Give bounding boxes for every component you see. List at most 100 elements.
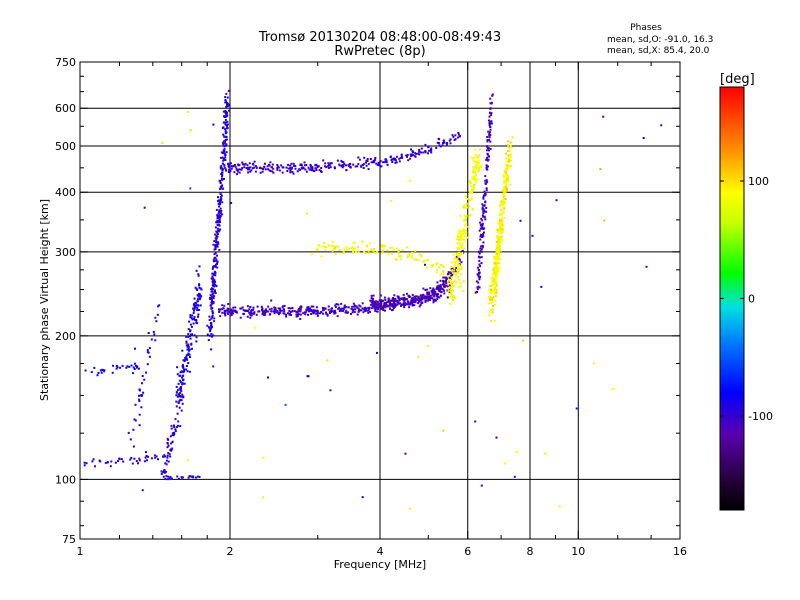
data-point — [499, 249, 502, 252]
data-point — [192, 303, 195, 306]
data-point — [168, 453, 171, 456]
data-point — [250, 169, 253, 172]
data-point — [337, 307, 340, 310]
data-point — [499, 227, 501, 230]
data-point — [227, 89, 230, 92]
data-point — [261, 170, 264, 173]
data-point — [262, 496, 265, 499]
data-point — [393, 302, 396, 305]
data-point — [445, 144, 448, 147]
data-point — [495, 281, 498, 284]
data-point — [484, 179, 487, 182]
data-point — [481, 244, 484, 247]
data-point — [303, 161, 306, 164]
data-point — [225, 169, 228, 172]
data-point — [122, 460, 125, 463]
data-point — [389, 304, 392, 307]
data-point — [465, 206, 468, 209]
data-point — [342, 165, 345, 168]
data-point — [353, 304, 356, 307]
data-point — [143, 460, 146, 463]
data-point — [145, 451, 147, 454]
data-point — [481, 224, 484, 227]
data-point — [341, 166, 344, 169]
data-point — [490, 114, 493, 117]
data-point — [504, 176, 507, 178]
data-point — [392, 304, 395, 307]
data-point — [479, 164, 482, 167]
data-point — [435, 146, 438, 149]
data-point — [358, 304, 361, 307]
data-point — [490, 112, 493, 115]
data-point — [505, 188, 508, 190]
data-point — [211, 272, 214, 275]
data-point — [219, 202, 221, 205]
data-point — [426, 288, 428, 291]
data-point — [509, 159, 512, 162]
data-point — [345, 305, 347, 308]
data-point — [507, 144, 510, 147]
data-point — [255, 167, 258, 170]
data-point — [391, 161, 394, 163]
data-point — [486, 181, 489, 184]
data-point — [499, 242, 502, 245]
data-point — [464, 240, 467, 243]
data-point — [331, 241, 334, 243]
data-point — [155, 455, 158, 458]
data-point — [390, 303, 393, 306]
data-point — [489, 102, 492, 105]
data-point — [139, 389, 141, 392]
data-point — [218, 216, 221, 219]
data-point — [450, 275, 452, 278]
data-point — [418, 305, 421, 308]
data-point — [197, 313, 200, 316]
data-point — [216, 221, 219, 224]
data-point — [134, 347, 136, 350]
data-point — [215, 208, 218, 211]
data-point — [187, 333, 190, 335]
data-point — [422, 287, 425, 290]
data-point — [333, 166, 336, 169]
data-point — [494, 264, 497, 267]
data-point — [506, 176, 509, 179]
data-point — [482, 215, 485, 218]
data-point — [216, 215, 219, 217]
data-point — [326, 359, 329, 362]
data-point — [165, 475, 168, 478]
data-point — [508, 160, 511, 163]
data-point — [137, 367, 140, 370]
data-point — [479, 247, 482, 250]
data-point — [263, 162, 266, 165]
data-point — [386, 304, 389, 307]
data-point — [380, 165, 383, 168]
data-point — [293, 164, 296, 167]
data-point — [306, 375, 309, 378]
data-point — [345, 169, 348, 171]
data-point — [483, 227, 486, 230]
data-point — [179, 392, 181, 395]
data-point — [417, 356, 420, 359]
x-tick-label: 2 — [227, 545, 234, 558]
data-point — [222, 187, 225, 190]
data-point — [195, 302, 198, 304]
data-point — [375, 307, 378, 310]
data-point — [174, 428, 177, 431]
data-point — [282, 305, 284, 308]
data-point — [480, 245, 482, 248]
data-point — [212, 265, 215, 268]
data-point — [322, 312, 325, 315]
data-point — [470, 196, 473, 199]
data-point — [415, 299, 418, 302]
data-point — [492, 297, 495, 299]
data-point — [242, 313, 245, 316]
data-point — [220, 164, 223, 167]
data-point — [448, 139, 451, 142]
data-point — [145, 371, 148, 374]
data-point — [505, 160, 508, 163]
data-point — [367, 168, 370, 171]
data-point — [169, 476, 172, 479]
data-point — [458, 229, 461, 232]
data-point — [135, 460, 138, 463]
data-point — [177, 477, 180, 480]
data-point — [136, 365, 139, 368]
